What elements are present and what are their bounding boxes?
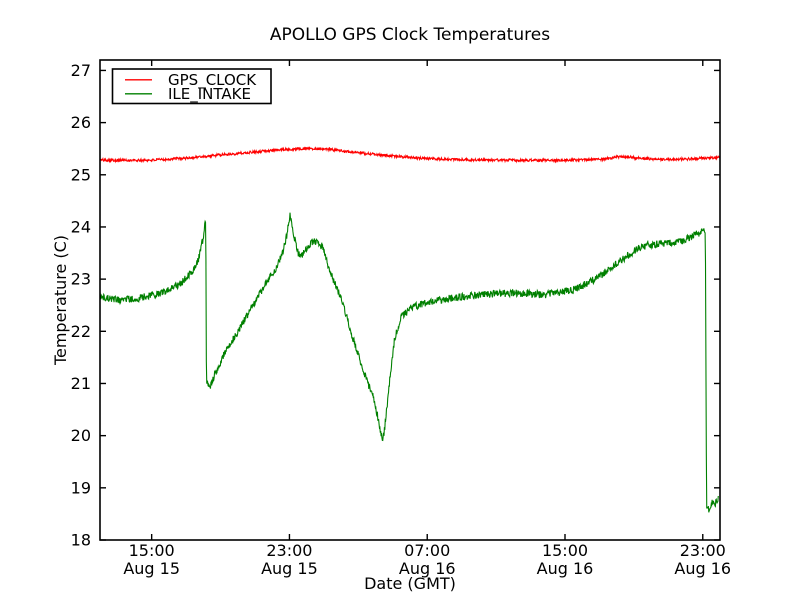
y-tick-label: 23 (71, 270, 91, 289)
x-tick-label-date: Aug 16 (399, 559, 456, 578)
x-tick-label-date: Aug 15 (123, 559, 180, 578)
y-axis-label: Temperature (C) (51, 235, 70, 366)
x-tick-label-time: 15:00 (542, 541, 588, 560)
x-axis-label: Date (GMT) (364, 574, 456, 593)
legend-label-ile-intake: ILE_INTAKE (168, 85, 251, 104)
x-tick-label-time: 15:00 (129, 541, 175, 560)
x-tick-label-time: 07:00 (404, 541, 450, 560)
y-tick-label: 25 (71, 165, 91, 184)
legend: GPS_CLOCK ILE_INTAKE (111, 68, 272, 105)
y-tick-label: 19 (71, 478, 91, 497)
y-tick-label: 21 (71, 374, 91, 393)
x-tick-label-date: Aug 16 (674, 559, 731, 578)
series-line-gps_clock (100, 146, 720, 164)
x-tick-label-date: Aug 16 (537, 559, 594, 578)
x-tick-label-time: 23:00 (680, 541, 726, 560)
x-tick-label-time: 23:00 (266, 541, 312, 560)
y-tick-label: 24 (71, 217, 91, 236)
x-tick-label-date: Aug 15 (261, 559, 318, 578)
axes-border (99, 59, 721, 541)
y-tick-label: 27 (71, 61, 91, 80)
chart-title: APOLLO GPS Clock Temperatures (270, 25, 550, 45)
legend-box (111, 68, 272, 105)
y-tick-label: 26 (71, 113, 91, 132)
y-tick-label: 18 (71, 531, 91, 550)
y-tick-label: 20 (71, 426, 91, 445)
y-tick-label: 22 (71, 322, 91, 341)
legend-label-gps-clock: GPS_CLOCK (168, 71, 257, 90)
series-line-ile_intake (100, 212, 719, 513)
